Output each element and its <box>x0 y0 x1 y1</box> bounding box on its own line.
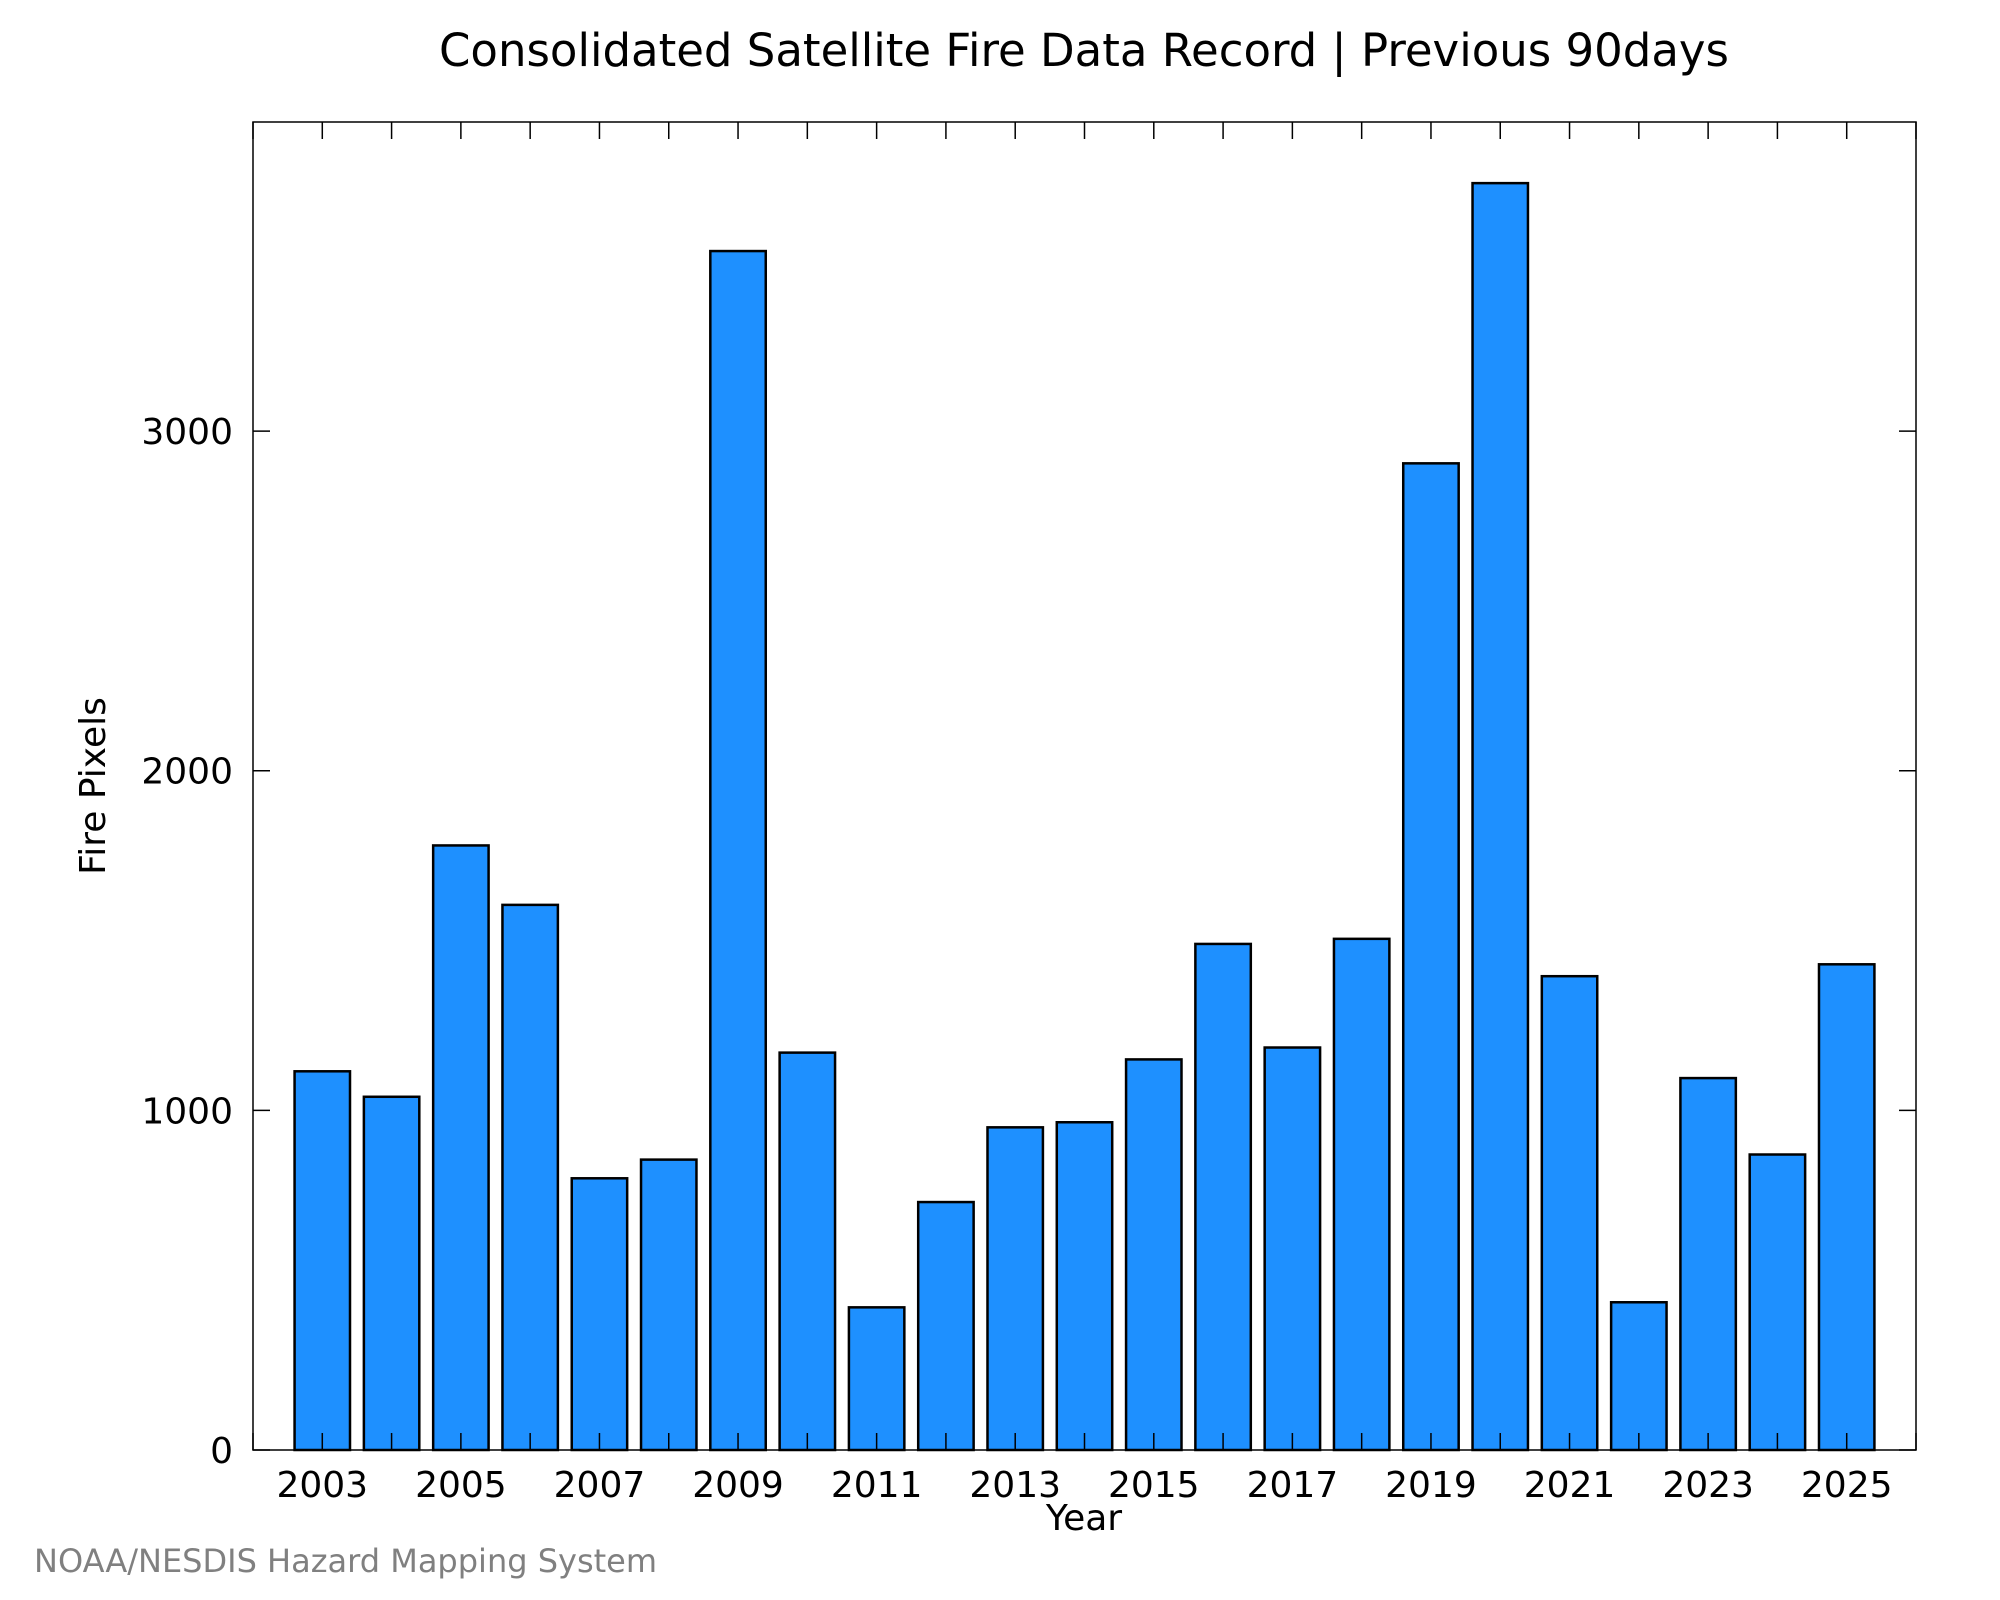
bar-2004 <box>362 1095 421 1452</box>
x-tick-label-2021: 2021 <box>1524 1465 1616 1506</box>
ticks-layer <box>252 122 1917 1451</box>
x-tick-label-2009: 2009 <box>692 1465 784 1506</box>
bar-2008 <box>639 1158 698 1452</box>
bar-2011 <box>847 1306 906 1452</box>
bar-2007 <box>570 1177 629 1452</box>
bar-2005 <box>431 844 490 1452</box>
bar-2025 <box>1817 963 1876 1452</box>
bar-2006 <box>501 903 560 1452</box>
bar-2020 <box>1471 181 1530 1452</box>
x-tick-labels: 2003 2005 2007 2009 2011 2013 2015 2017 2019 2021… <box>276 1465 1892 1506</box>
x-tick-label-2011: 2011 <box>831 1465 923 1506</box>
bar-2016 <box>1194 942 1253 1452</box>
bar-2017 <box>1263 1046 1322 1452</box>
x-axis-title: Year <box>1045 1498 1122 1539</box>
x-tick-label-2019: 2019 <box>1385 1465 1477 1506</box>
bar-2003 <box>293 1070 352 1452</box>
bar-2012 <box>916 1200 975 1452</box>
bar-2015 <box>1124 1058 1183 1452</box>
y-tick-label-2000: 2000 <box>141 752 233 793</box>
x-tick-label-2015: 2015 <box>1108 1465 1200 1506</box>
bar-2013 <box>986 1126 1045 1452</box>
x-tick-label-2013: 2013 <box>969 1465 1061 1506</box>
bar-2018 <box>1332 937 1391 1452</box>
y-tick-label-0: 0 <box>210 1431 233 1472</box>
credit-text: NOAA/NESDIS Hazard Mapping System <box>34 1542 657 1580</box>
x-tick-label-2007: 2007 <box>554 1465 646 1506</box>
bars-layer <box>293 181 1876 1452</box>
bar-2024 <box>1748 1153 1807 1452</box>
x-tick-label-2023: 2023 <box>1662 1465 1754 1506</box>
x-tick-label-2025: 2025 <box>1801 1465 1893 1506</box>
bar-2014 <box>1055 1121 1114 1452</box>
bar-2010 <box>778 1051 837 1452</box>
x-tick-label-2003: 2003 <box>276 1465 368 1506</box>
y-tick-label-1000: 1000 <box>141 1091 233 1132</box>
bar-2022 <box>1609 1301 1668 1452</box>
bar-2023 <box>1679 1076 1738 1452</box>
y-axis-title: Fire Pixels <box>73 697 114 875</box>
y-tick-label-3000: 3000 <box>141 412 233 453</box>
x-tick-label-2005: 2005 <box>415 1465 507 1506</box>
bar-2021 <box>1540 974 1599 1452</box>
chart-title: Consolidated Satellite Fire Data Record … <box>439 24 1729 77</box>
bar-2019 <box>1401 462 1460 1452</box>
x-tick-label-2017: 2017 <box>1247 1465 1339 1506</box>
y-tick-labels: 0 1000 2000 3000 <box>141 412 233 1472</box>
bar-2009 <box>709 249 768 1452</box>
